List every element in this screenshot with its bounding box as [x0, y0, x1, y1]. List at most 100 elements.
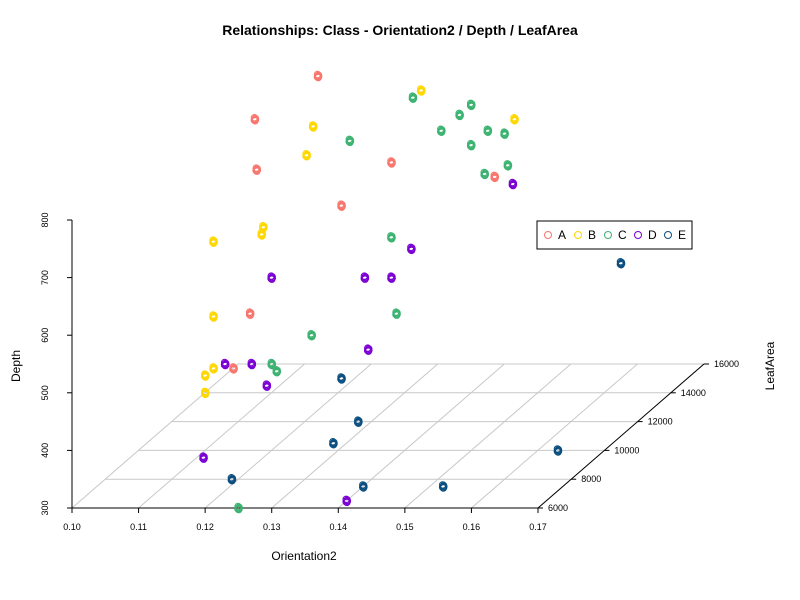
point-marker [310, 123, 318, 131]
point-marker [260, 224, 268, 232]
series-D [199, 178, 518, 507]
grid-line-x [138, 363, 305, 509]
data-point [247, 358, 257, 370]
point-marker [210, 238, 218, 246]
point-marker [408, 245, 416, 254]
legend-marker [604, 231, 612, 239]
point-marker [251, 116, 260, 124]
x-tick-label: 0.16 [463, 522, 481, 532]
point-marker [262, 380, 270, 388]
y-tick-label: 800 [40, 212, 50, 227]
data-point [302, 150, 311, 161]
point-marker [616, 258, 625, 266]
point-marker [337, 200, 345, 208]
point-marker [407, 243, 415, 252]
legend-label: D [648, 228, 657, 242]
data-point [553, 445, 563, 456]
point-marker [227, 474, 236, 482]
point-marker [234, 502, 242, 511]
point-marker [504, 162, 513, 170]
legend-marker [664, 231, 672, 239]
y-axis-title: Depth [9, 350, 23, 382]
point-marker [329, 438, 337, 446]
data-point [329, 438, 338, 449]
data-points [199, 70, 626, 514]
data-point [245, 308, 255, 319]
data-point [387, 157, 396, 168]
data-point [199, 452, 208, 463]
data-point [342, 495, 352, 507]
point-marker [250, 114, 259, 122]
data-point [272, 366, 282, 377]
point-marker [209, 311, 217, 319]
legend-marker [574, 231, 582, 239]
data-point [616, 258, 626, 269]
y-tick-label: 400 [40, 443, 50, 458]
data-point [387, 232, 396, 243]
point-marker [501, 130, 509, 138]
point-marker [360, 272, 369, 280]
data-point [466, 139, 476, 151]
x-tick-label: 0.17 [529, 522, 547, 532]
z-axis-title: LeafArea [763, 341, 777, 390]
point-marker [553, 445, 562, 453]
data-point [252, 164, 262, 175]
grid-line-x [337, 363, 505, 509]
point-marker [263, 382, 272, 390]
data-point [490, 171, 500, 183]
point-marker [554, 447, 563, 455]
data-point [480, 168, 490, 180]
grid-line-x [204, 363, 372, 509]
y-tick-label: 600 [40, 328, 50, 343]
series-E [227, 258, 626, 492]
legend-marker [634, 231, 642, 239]
z-axis-line [537, 363, 705, 509]
point-marker [345, 135, 353, 144]
point-marker [365, 346, 373, 354]
point-marker [209, 363, 217, 371]
point-marker [417, 85, 425, 93]
legend-box [536, 220, 693, 250]
data-point [387, 272, 396, 283]
point-marker [337, 373, 345, 381]
data-point [267, 358, 277, 370]
grid-line-x [71, 363, 239, 509]
data-point [337, 200, 346, 211]
point-marker [201, 387, 209, 395]
series-B [200, 85, 519, 399]
data-point [209, 363, 218, 374]
point-marker [483, 125, 491, 133]
data-point [227, 474, 237, 485]
data-point [200, 387, 210, 399]
data-point [363, 344, 373, 355]
point-marker [330, 440, 338, 448]
point-marker [200, 454, 208, 462]
point-marker [229, 363, 237, 371]
point-marker [209, 236, 217, 244]
point-marker [484, 127, 493, 135]
data-point [436, 125, 446, 137]
data-point [259, 222, 268, 233]
point-marker [355, 418, 363, 426]
point-marker [338, 375, 346, 383]
data-point [234, 502, 243, 514]
point-marker [500, 128, 508, 136]
z-tick-label: 10000 [614, 445, 639, 455]
point-marker [509, 180, 518, 189]
point-marker [210, 313, 218, 321]
point-marker [314, 72, 323, 81]
z-tick-label: 12000 [648, 417, 673, 427]
data-point [307, 330, 316, 341]
point-marker [253, 166, 262, 174]
point-marker [228, 476, 237, 484]
data-point [408, 92, 418, 103]
data-point [438, 481, 448, 492]
data-point [510, 114, 519, 125]
point-marker [235, 504, 243, 513]
data-point [345, 135, 355, 147]
chart-title: Relationships: Class - Orientation2 / De… [222, 22, 578, 38]
y-tick-label: 300 [40, 500, 50, 515]
point-marker [392, 308, 400, 316]
data-point [407, 243, 416, 255]
